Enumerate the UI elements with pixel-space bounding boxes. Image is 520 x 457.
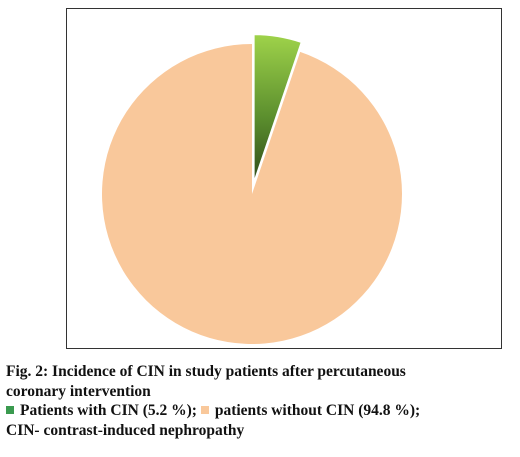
chart-frame — [66, 8, 502, 349]
figure-caption: Fig. 2: Incidence of CIN in study patien… — [6, 362, 511, 440]
legend-swatch-with-cin — [6, 406, 14, 415]
caption-abbreviation: CIN- contrast-induced nephropathy — [6, 421, 245, 439]
caption-legend-line: Patients with CIN (5.2 %); patients with… — [6, 401, 511, 421]
pie-chart — [102, 33, 402, 344]
pie-slice-patients-with-cin — [252, 33, 304, 185]
legend-label-without-cin: patients without CIN (94.8 %); — [214, 402, 421, 419]
legend-swatch-without-cin — [200, 406, 209, 415]
legend-label-with-cin: Patients with CIN (5.2 %); — [20, 402, 197, 419]
pie-slice-patients-without-cin — [102, 44, 402, 344]
caption-title-line-2: coronary intervention — [6, 382, 151, 400]
caption-title-line-1: Fig. 2: Incidence of CIN in study patien… — [6, 363, 406, 380]
